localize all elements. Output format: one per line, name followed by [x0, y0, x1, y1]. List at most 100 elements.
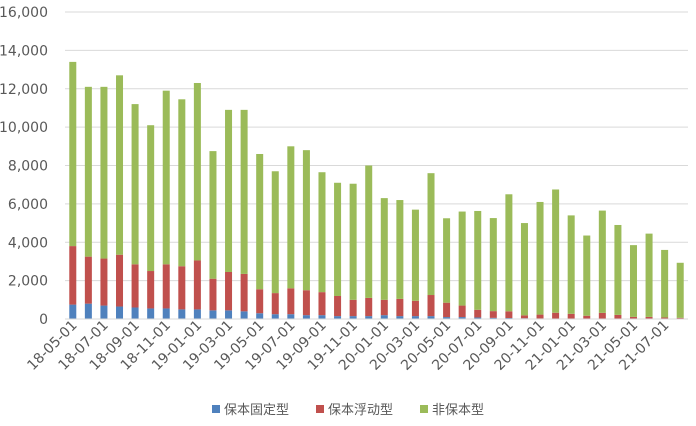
bar-segment-2 [443, 302, 451, 318]
bar-segment-2 [629, 316, 637, 319]
legend-label: 保本固定型 [224, 403, 289, 418]
bar-segment-2 [427, 295, 435, 317]
bar-segment-3 [645, 233, 653, 317]
bar-segment-1 [193, 309, 201, 319]
bar-segment-1 [302, 315, 310, 319]
bar-segment-2 [302, 290, 310, 316]
bar-segment-2 [583, 315, 591, 319]
y-tick-label: 2,000 [8, 274, 48, 290]
gridlines [65, 11, 688, 282]
bar-segment-2 [287, 288, 295, 315]
y-tick-label: 8,000 [8, 159, 48, 175]
bar-segment-1 [271, 314, 279, 319]
bar-segment-1 [396, 316, 404, 319]
bar-segment-2 [334, 295, 342, 317]
bar-segment-1 [100, 305, 108, 319]
bar-segment-2 [193, 260, 201, 310]
bar-segment-1 [209, 310, 217, 319]
y-tick-label: 0 [39, 312, 48, 328]
bar-segment-1 [147, 308, 155, 319]
legend-label: 非保本型 [432, 403, 484, 418]
bar-segment-2 [505, 311, 513, 319]
bar-segment-2 [489, 311, 497, 318]
bar-segment-3 [256, 153, 264, 290]
bar-segment-3 [349, 183, 357, 300]
bar-segment-1 [162, 308, 170, 319]
bar-segment-3 [474, 210, 482, 310]
bar-segment-2 [661, 317, 669, 319]
bar-segment-1 [116, 306, 124, 319]
bar-segment-1 [84, 303, 92, 319]
bar-segment-3 [536, 201, 544, 315]
bar-segment-2 [256, 289, 264, 314]
bar-segment-1 [365, 316, 373, 319]
bar-segment-2 [240, 273, 248, 312]
bar-segment-3 [520, 223, 528, 316]
bar-segment-2 [552, 312, 560, 319]
bar-segment-3 [84, 86, 92, 257]
bar-segment-2 [474, 309, 482, 318]
legend-label: 保本浮动型 [328, 403, 393, 418]
bar-segment-3 [380, 198, 388, 300]
bar-segment-3 [598, 210, 606, 313]
bar-segment-1 [318, 315, 326, 319]
bar-segment-3 [427, 173, 435, 296]
bar-segment-1 [411, 316, 419, 319]
bar-segment-3 [443, 218, 451, 303]
bar-segment-1 [69, 304, 77, 319]
bar-segment-3 [240, 109, 248, 274]
bar-segment-2 [411, 300, 419, 317]
bar-segment-3 [193, 82, 201, 261]
bar-segment-1 [443, 317, 451, 319]
bar-segment-3 [458, 211, 466, 306]
bar-segment-1 [474, 317, 482, 319]
bar-segment-2 [131, 264, 139, 308]
legend-swatch [420, 405, 428, 413]
bar-segment-2 [567, 313, 575, 319]
bar-segment-2 [396, 298, 404, 317]
y-tick-label: 14,000 [0, 43, 48, 59]
legend-swatch [316, 405, 324, 413]
bars [69, 61, 684, 319]
bar-segment-1 [131, 307, 139, 319]
bar-segment-2 [598, 312, 606, 319]
bar-segment-2 [116, 254, 124, 307]
bar-segment-3 [583, 235, 591, 316]
bar-segment-3 [676, 262, 684, 318]
y-axis-tick-labels: 0 2,000 4,000 6,000 8,000 10,000 12,000 14,000 1… [0, 5, 48, 328]
bar-segment-1 [427, 316, 435, 319]
bar-segment-3 [505, 194, 513, 312]
bar-segment-3 [147, 125, 155, 272]
bar-segment-3 [225, 109, 233, 272]
bar-segment-2 [178, 266, 186, 310]
bar-segment-2 [458, 305, 466, 318]
bar-segment-2 [209, 278, 217, 311]
bar-segment-1 [287, 314, 295, 319]
bar-segment-3 [131, 104, 139, 265]
y-tick-label: 12,000 [0, 82, 48, 98]
bar-segment-3 [162, 90, 170, 265]
bar-segment-1 [380, 315, 388, 319]
y-tick-label: 16,000 [0, 5, 48, 21]
bar-segment-2 [536, 314, 544, 319]
bar-segment-3 [69, 61, 77, 247]
bar-segment-1 [225, 310, 233, 319]
legend: 保本固定型 保本浮动型 非保本型 [212, 403, 484, 418]
y-tick-label: 10,000 [0, 120, 48, 136]
bar-segment-2 [645, 316, 653, 319]
bar-segment-3 [661, 249, 669, 318]
bar-segment-2 [271, 293, 279, 315]
bar-segment-3 [271, 171, 279, 294]
bar-segment-3 [365, 165, 373, 298]
bar-segment-3 [116, 75, 124, 255]
bar-segment-3 [209, 151, 217, 279]
bar-segment-2 [84, 256, 92, 304]
bar-segment-2 [100, 258, 108, 306]
bar-segment-3 [552, 189, 560, 313]
y-tick-label: 4,000 [8, 235, 48, 251]
bar-segment-1 [489, 317, 497, 319]
bar-segment-2 [318, 292, 326, 316]
bar-segment-3 [287, 146, 295, 289]
bar-segment-3 [411, 209, 419, 301]
